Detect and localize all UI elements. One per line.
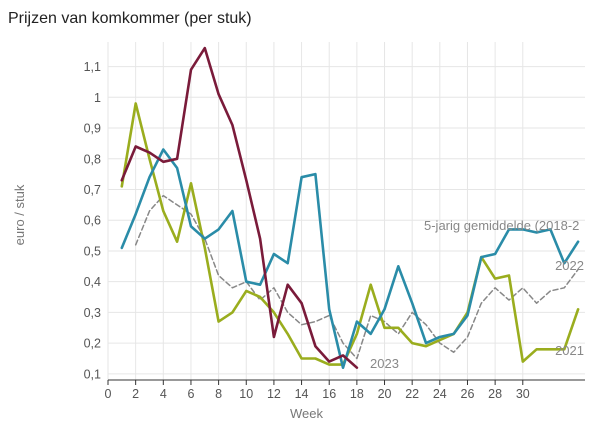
y-tick-labels: 0,1 0,2 0,3 0,4 0,5 0,6 0,7 0,8 0,9 1 1,1 — [84, 60, 101, 381]
y-tick-label: 0,2 — [84, 337, 101, 351]
x-tick-label: 4 — [160, 387, 167, 401]
x-tick-label: 6 — [187, 387, 194, 401]
x-tick-label: 18 — [350, 387, 364, 401]
series-line-2022 — [120, 148, 580, 370]
series-label: 2023 — [370, 356, 399, 371]
chart-title: Prijzen van komkommer (per stuk) — [8, 10, 252, 27]
series-group — [120, 46, 580, 370]
series-line-5-jarig-gemiddelde-2018-2022- — [134, 194, 579, 360]
series-label: 5-jarig gemiddelde (2018-2 — [424, 218, 579, 233]
y-tick-label: 0,6 — [84, 214, 101, 228]
series-line-2023 — [120, 46, 359, 370]
x-tick-label: 8 — [215, 387, 222, 401]
grid-lines — [107, 42, 585, 385]
x-tick-label: 14 — [295, 387, 309, 401]
x-tick-label: 20 — [378, 387, 392, 401]
x-tick-labels: 0 2 4 6 8 10 12 14 16 18 20 22 24 26 28 30 — [105, 387, 530, 401]
series-labels: 5-jarig gemiddelde (2018-2 2021 2022 2023 — [370, 218, 584, 371]
x-tick-label: 30 — [516, 387, 530, 401]
x-tick-label: 22 — [405, 387, 419, 401]
y-tick-label: 0,4 — [84, 275, 101, 289]
y-tick-label: 0,9 — [84, 122, 101, 136]
y-tick-label: 0,5 — [84, 244, 101, 258]
x-tick-label: 10 — [239, 387, 253, 401]
y-tick-label: 1 — [94, 91, 101, 105]
x-tick-label: 28 — [488, 387, 502, 401]
x-axis-label: Week — [290, 406, 323, 421]
y-tick-label: 0,1 — [84, 367, 101, 381]
x-tick-label: 12 — [267, 387, 281, 401]
series-label: 2021 — [555, 343, 584, 358]
x-tick-label: 24 — [433, 387, 447, 401]
y-tick-label: 0,3 — [84, 306, 101, 320]
series-line-2021 — [120, 102, 580, 366]
series-label: 2022 — [555, 258, 584, 273]
y-tick-label: 1,1 — [84, 60, 101, 74]
y-tick-label: 0,7 — [84, 183, 101, 197]
x-tick-label: 2 — [132, 387, 139, 401]
y-tick-label: 0,8 — [84, 152, 101, 166]
x-tick-label: 16 — [322, 387, 336, 401]
x-tick-label: 0 — [105, 387, 112, 401]
x-tick-label: 26 — [461, 387, 475, 401]
y-axis-label: euro / stuk — [12, 184, 27, 245]
